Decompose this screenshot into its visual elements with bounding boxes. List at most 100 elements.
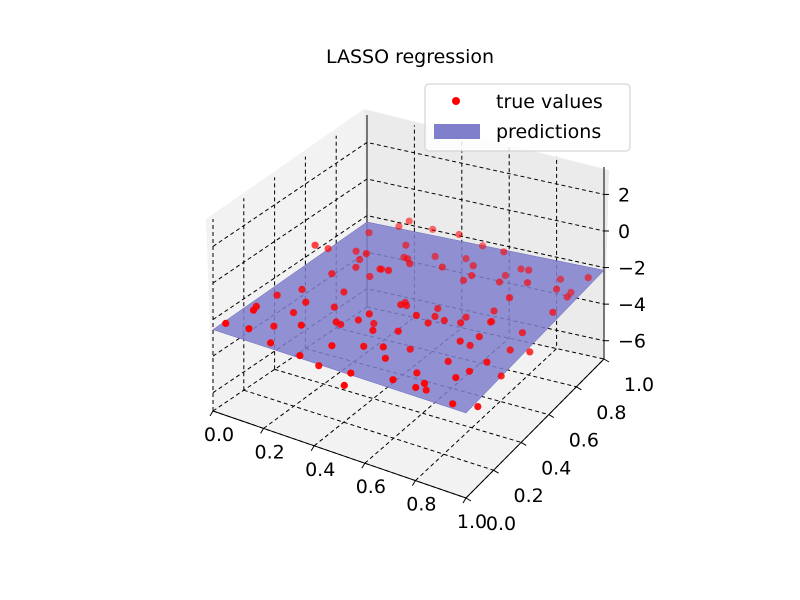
data-point <box>505 294 514 302</box>
data-point <box>273 291 281 299</box>
legend-label-true-values: true values <box>496 91 603 113</box>
data-point <box>553 285 561 293</box>
x-tick-label: 0.8 <box>406 494 436 516</box>
y-tick-mark <box>493 469 499 474</box>
data-point <box>479 242 487 250</box>
data-point <box>429 225 437 233</box>
x-tick-mark <box>411 480 416 486</box>
y-tick-mark <box>465 497 472 502</box>
data-point <box>222 319 230 327</box>
y-tick-mark <box>520 441 527 446</box>
data-point <box>466 341 474 349</box>
data-point <box>556 275 565 283</box>
data-point <box>424 319 432 327</box>
data-point <box>413 369 421 377</box>
legend-marker-predictions <box>434 124 480 139</box>
y-tick-label: 0.6 <box>569 430 599 452</box>
data-point <box>298 285 306 293</box>
data-point <box>517 265 525 273</box>
grid-line-x <box>415 156 558 481</box>
data-point <box>468 272 476 280</box>
data-point <box>483 358 491 366</box>
x-tick-label: 1.0 <box>457 511 487 533</box>
data-point <box>379 343 387 351</box>
data-point <box>362 250 370 258</box>
data-point <box>422 386 430 394</box>
x-tick-mark <box>462 497 467 504</box>
z-tick-label: −4 <box>618 294 646 316</box>
data-point <box>377 265 385 273</box>
x-axis-line <box>212 410 467 499</box>
data-point <box>347 369 355 377</box>
data-point <box>405 217 413 225</box>
data-point <box>389 376 397 384</box>
data-point <box>406 345 414 353</box>
data-point <box>330 303 338 311</box>
data-point <box>356 256 364 264</box>
data-point <box>324 245 332 253</box>
y-tick-label: 0.4 <box>541 457 571 479</box>
data-point <box>434 304 442 313</box>
data-point <box>501 271 509 280</box>
prediction-surface-layer <box>212 221 605 414</box>
data-point <box>488 317 496 326</box>
data-point <box>365 310 373 318</box>
grid-line-y-floor <box>336 327 577 388</box>
data-point <box>474 403 482 411</box>
z-tick-label: −6 <box>618 331 646 353</box>
data-point <box>332 318 340 326</box>
data-point <box>459 276 468 284</box>
data-point <box>462 313 470 321</box>
data-point <box>526 348 534 356</box>
data-point <box>270 322 278 330</box>
data-point <box>506 346 514 354</box>
y-tick-label: 1.0 <box>624 374 654 396</box>
data-point <box>365 229 373 237</box>
data-point <box>366 272 374 281</box>
y-tick-label: 0.0 <box>486 513 516 535</box>
data-point <box>360 342 368 350</box>
data-point <box>249 306 258 314</box>
data-point <box>352 263 360 271</box>
data-point <box>302 298 310 306</box>
data-point <box>549 308 557 316</box>
data-point <box>431 252 439 260</box>
legend-marker-true-values <box>452 97 460 105</box>
x-tick-mark <box>209 410 214 417</box>
grid-line-y-floor <box>274 368 522 443</box>
data-point <box>518 329 527 337</box>
z-tick-label: 0 <box>618 221 630 243</box>
legend-label-predictions: predictions <box>496 121 601 143</box>
y-tick-mark <box>603 358 610 363</box>
z-tick-label: 2 <box>618 184 630 206</box>
data-point <box>402 241 410 249</box>
data-point <box>469 262 477 270</box>
data-point <box>465 367 474 375</box>
data-point <box>440 316 448 325</box>
grid-line-z <box>212 215 605 321</box>
grid-line-z <box>212 178 605 284</box>
data-point <box>584 274 592 282</box>
data-point <box>311 241 319 249</box>
data-point <box>412 311 420 319</box>
data-point <box>412 383 420 392</box>
data-point <box>395 222 403 230</box>
x-tick-label: 0.2 <box>254 441 284 463</box>
data-point <box>490 307 498 315</box>
data-point <box>397 301 405 309</box>
x-tick-label: 0.6 <box>356 476 386 498</box>
data-point <box>354 316 362 324</box>
y-tick-mark <box>576 386 582 391</box>
x-tick-mark <box>361 462 366 469</box>
data-point <box>369 326 377 334</box>
tick-labels: 0.00.20.40.60.81.00.00.20.40.60.81.020−2… <box>204 184 654 535</box>
data-point <box>406 260 414 268</box>
data-point <box>449 400 457 408</box>
y-tick-mark <box>548 414 555 419</box>
data-point <box>384 266 393 274</box>
data-point <box>497 372 505 380</box>
prediction-surface <box>212 221 605 414</box>
data-point <box>328 342 336 350</box>
data-point <box>340 288 348 296</box>
